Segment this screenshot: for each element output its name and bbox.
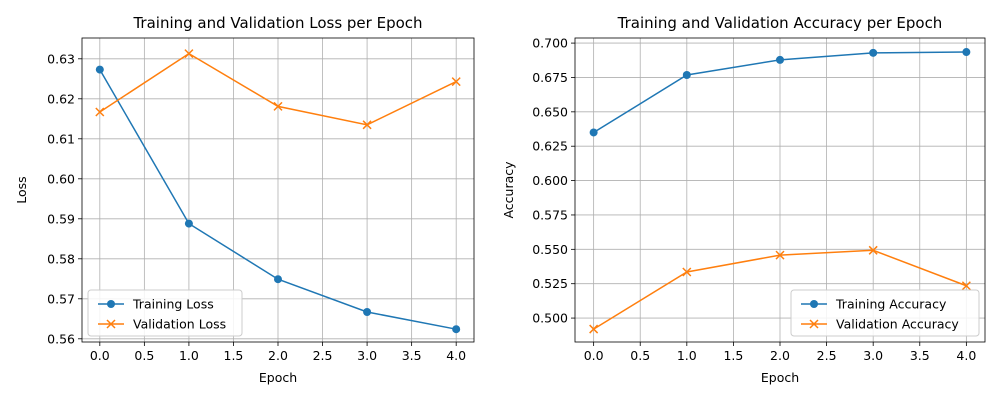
data-point	[362, 120, 372, 130]
x-tick-label: 3.0	[357, 348, 377, 363]
x-tick-label: 3.5	[910, 348, 930, 363]
legend-label: Training Loss	[132, 297, 214, 312]
x-tick-label: 3.5	[402, 348, 422, 363]
data-point	[962, 48, 971, 57]
x-tick-label: 1.5	[224, 348, 244, 363]
legend-box	[790, 289, 980, 337]
legend: Training Loss Validation Loss	[87, 289, 243, 337]
chart-title: Training and Validation Accuracy per Epo…	[617, 14, 943, 32]
y-tick-label: 0.63	[47, 51, 75, 66]
plot-frame	[81, 37, 475, 343]
legend-marker	[107, 300, 115, 308]
x-axis-label: Epoch	[259, 370, 297, 385]
y-tick-label: 0.625	[532, 139, 568, 154]
data-point	[273, 101, 283, 111]
x-tick-label: 4.0	[956, 348, 976, 363]
x-tick-label: 0.0	[90, 348, 110, 363]
data-point	[95, 107, 105, 117]
x-tick-label: 1.0	[179, 348, 199, 363]
x-tick-label: 1.5	[723, 348, 743, 363]
data-point	[363, 308, 372, 316]
legend: Training Accuracy Validation Accuracy	[790, 289, 980, 337]
data-point	[775, 250, 785, 260]
data-point	[589, 128, 598, 137]
legend-box	[87, 289, 243, 337]
x-axis-label: Epoch	[761, 370, 799, 385]
y-tick-label: 0.550	[532, 242, 568, 257]
data-point	[868, 245, 878, 255]
legend-label: Validation Accuracy	[836, 317, 959, 332]
series-validation-accuracy	[589, 245, 971, 334]
chart-2: 0.0 0.5 1.0 1.5 2.0 2.5 3.0 3.5 4.0 0.500 0.525 0.5…	[501, 14, 986, 385]
y-tick-label: 0.61	[47, 131, 75, 146]
y-tick-label: 0.500	[532, 311, 568, 326]
x-tick-label: 0.5	[630, 348, 650, 363]
data-point	[184, 219, 193, 228]
data-point	[776, 55, 784, 64]
data-point	[451, 77, 461, 87]
data-point	[682, 70, 691, 79]
y-tick-label: 0.58	[47, 251, 75, 266]
x-tick-label: 1.0	[677, 348, 697, 363]
y-tick-label: 0.60	[47, 171, 75, 186]
data-point	[95, 65, 104, 74]
series-validation-loss	[95, 49, 461, 130]
x-tick-label: 0.5	[134, 348, 154, 363]
x-tick-label: 2.0	[268, 348, 288, 363]
chart-title: Training and Validation Loss per Epoch	[132, 14, 422, 32]
data-point	[869, 48, 878, 57]
y-tick-label: 0.525	[532, 276, 568, 291]
y-axis-label: Accuracy	[501, 161, 516, 219]
y-axis-label: Loss	[14, 176, 29, 203]
y-tick-label: 0.650	[532, 104, 568, 119]
x-tick-label: 3.0	[863, 348, 883, 363]
series-training-loss	[95, 65, 461, 334]
y-tick-label: 0.575	[532, 207, 568, 222]
y-tick-label: 0.62	[47, 91, 75, 106]
y-tick-label: 0.56	[47, 331, 75, 346]
data-point	[274, 275, 282, 284]
legend-marker	[810, 300, 818, 308]
x-tick-label: 2.0	[770, 348, 790, 363]
y-tick-label: 0.59	[47, 211, 75, 226]
y-tick-label: 0.57	[47, 291, 75, 306]
y-tick-label: 0.600	[532, 173, 568, 188]
x-tick-label: 2.5	[817, 348, 837, 363]
plot-frame	[574, 37, 986, 343]
y-tick-label: 0.700	[532, 36, 568, 51]
y-tick-label: 0.675	[532, 70, 568, 85]
data-point	[452, 325, 461, 334]
x-tick-label: 0.0	[584, 348, 604, 363]
chart-1: 0.0 0.5 1.0 1.5 2.0 2.5 3.0 3.5 4.0 0.56 0.57 0.58 0…	[14, 14, 475, 385]
legend-marker	[809, 319, 819, 329]
legend-marker	[106, 319, 116, 329]
data-point	[961, 281, 971, 291]
x-tick-label: 4.0	[446, 348, 466, 363]
x-tick-label: 2.5	[313, 348, 333, 363]
series-training-accuracy	[589, 48, 971, 137]
data-point	[184, 49, 194, 59]
data-point	[682, 267, 692, 277]
data-point	[589, 324, 599, 334]
legend-label: Training Accuracy	[835, 297, 947, 312]
legend-label: Validation Loss	[133, 317, 226, 332]
